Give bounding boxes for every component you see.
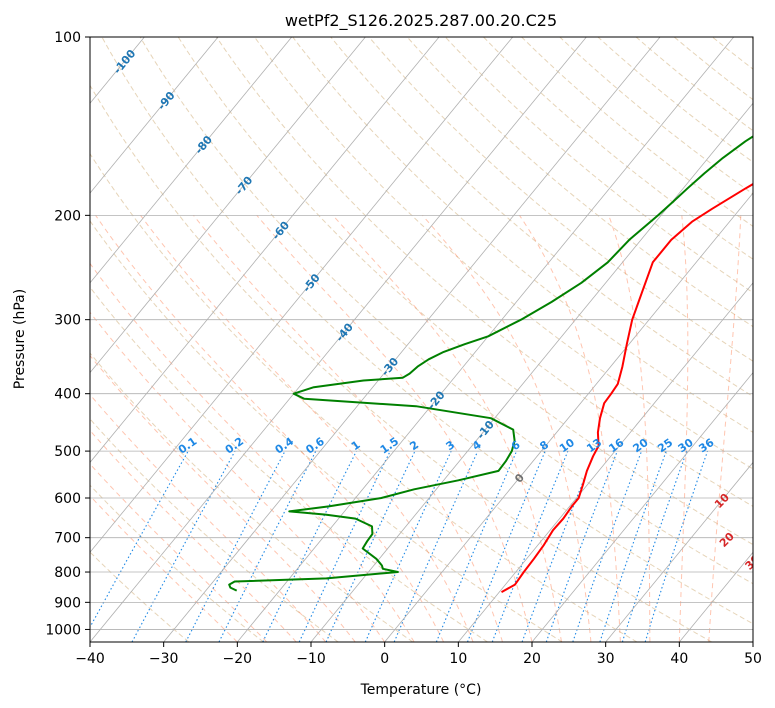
dry-adiabat-line (330, 37, 753, 398)
dry-adiabat-line (292, 37, 753, 433)
y-tick-label: 500 (54, 444, 81, 460)
temperature-profile (501, 182, 753, 593)
isotherm-line (163, 37, 661, 642)
isotherm-line (605, 461, 753, 642)
isotherm-line (90, 37, 440, 464)
isotherm-line (458, 282, 753, 642)
x-tick-label: 40 (670, 651, 688, 667)
isotherm-line (531, 372, 753, 642)
sounding-series (228, 135, 753, 593)
isotherm-line (310, 102, 753, 642)
moist-adiabat-line (90, 311, 386, 642)
y-tick-label: 800 (54, 565, 81, 581)
mixing-ratio-line (621, 450, 688, 642)
moist-adiabats (90, 214, 742, 642)
mixing-ratio-line (90, 450, 189, 629)
dry-adiabat-line (90, 484, 264, 642)
x-tick-label: −10 (296, 651, 326, 667)
x-tick-label: 30 (597, 651, 615, 667)
y-tick-label: 400 (54, 387, 81, 403)
dry-adiabat-line (90, 84, 712, 642)
mixing-ratio-line (644, 450, 709, 642)
x-tick-label: 0 (380, 651, 389, 667)
mixing-ratio-line (466, 450, 546, 642)
dry-adiabat-line (101, 37, 753, 625)
mixing-ratio-line (599, 450, 667, 642)
dry-adiabat-line (406, 37, 753, 328)
dry-adiabat-line (90, 220, 563, 642)
moist-adiabat-line (90, 463, 268, 642)
x-axis-label: Temperature (°C) (360, 682, 482, 698)
isotherm-line (90, 37, 366, 374)
mixing-ratio-lines (90, 450, 709, 642)
y-tick-label: 900 (54, 595, 81, 611)
y-tick-label: 200 (54, 208, 81, 224)
moist-adiabat-line (193, 214, 503, 642)
x-tick-label: −30 (149, 651, 179, 667)
isotherm-line (237, 37, 735, 642)
moist-adiabat-line (90, 354, 356, 642)
dry-adiabat-line (139, 37, 753, 585)
moist-adiabat-line (140, 215, 474, 642)
moist-adiabat-line (708, 215, 742, 642)
mixing-ratio-line (435, 450, 518, 642)
isotherm-line (90, 37, 587, 642)
x-tick-label: −40 (75, 651, 105, 667)
mixing-ratio-line (218, 450, 317, 642)
isotherm-line (90, 37, 219, 194)
x-tick-label: −20 (223, 651, 253, 667)
y-axis-label: Pressure (hPa) (12, 289, 28, 389)
moist-adiabat-line (678, 215, 689, 642)
moist-adiabat-line (332, 214, 562, 642)
isotherm-line (384, 192, 753, 642)
moist-adiabat-line (90, 393, 327, 642)
mixing-ratio-line (262, 450, 357, 642)
moist-adiabat-line (256, 214, 533, 642)
plot-area: -100-90-80-70-60-50-40-30-20-1000.1 0.2 0.… (90, 37, 763, 642)
mixing-ratio-line (491, 450, 569, 642)
y-tick-label: 600 (54, 491, 81, 507)
chart-title: wetPf2_S126.2025.287.00.20.C25 (285, 11, 557, 31)
moist-adiabat-line (422, 214, 592, 642)
mixing-ratio-line (521, 450, 596, 642)
isotherm-lines (90, 37, 753, 642)
x-axis-ticks: −40 −30 −20 −10 0 10 20 30 40 50 (75, 642, 762, 667)
isotherm-line (90, 37, 514, 553)
y-tick-label: 1000 (45, 622, 81, 638)
dry-adiabat-line (90, 152, 638, 642)
dewpoint-profile (228, 135, 753, 592)
x-tick-label: 20 (523, 651, 541, 667)
isotherm-line (90, 37, 293, 284)
mixing-ratio-line (364, 450, 452, 642)
dry-adiabat-line (90, 551, 190, 642)
pressure-gridlines (90, 37, 753, 630)
moist-adiabat-line (519, 215, 621, 642)
dry-adiabat-line (90, 418, 339, 642)
y-tick-label: 300 (54, 313, 81, 329)
plot-frame (89, 36, 754, 643)
y-tick-label: 100 (54, 30, 81, 46)
x-tick-label: 10 (449, 651, 467, 667)
dry-adiabat-line (215, 37, 753, 507)
y-tick-label: 700 (54, 531, 81, 547)
mixing-ratio-line (393, 450, 479, 642)
moist-adiabat-line (608, 215, 651, 642)
dry-adiabat-line (444, 37, 753, 294)
mixing-ratio-line (572, 450, 643, 642)
moist-adiabat-label: 30 (743, 552, 763, 572)
x-tick-label: 50 (744, 651, 762, 667)
mixing-ratio-line (545, 450, 618, 642)
dry-adiabat-line (90, 286, 488, 642)
mixing-ratio-line (131, 450, 236, 642)
y-axis-ticks: 100 200 300 400 500 600 700 800 900 1000 (45, 30, 90, 638)
moist-adiabat-line (90, 495, 238, 642)
